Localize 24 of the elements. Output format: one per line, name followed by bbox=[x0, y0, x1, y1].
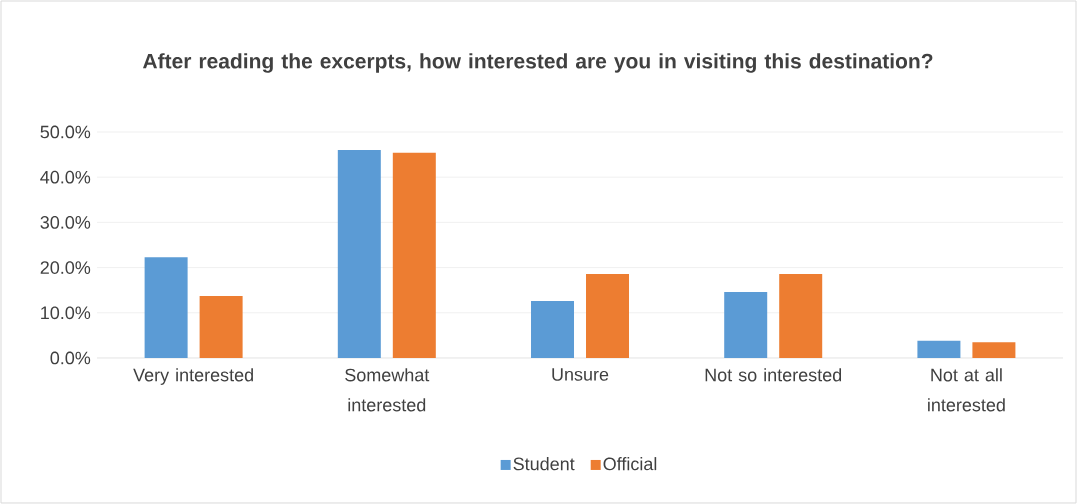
bar bbox=[917, 340, 961, 358]
chart-title: After reading the excerpts, how interested are you in visiting this destination? bbox=[142, 53, 933, 73]
y-tick-label: 50.0% bbox=[40, 125, 91, 139]
x-tick-label: Not at all interested bbox=[928, 368, 1005, 412]
x-tick-label: Not so interested bbox=[705, 368, 842, 382]
bar bbox=[779, 273, 823, 358]
bar bbox=[724, 291, 768, 358]
bar bbox=[392, 152, 436, 358]
x-tick-label: Very interested bbox=[133, 368, 253, 385]
bar bbox=[337, 150, 381, 358]
bar bbox=[531, 301, 575, 358]
legend-label: Student bbox=[513, 457, 575, 471]
bar bbox=[144, 257, 188, 358]
y-tick-label: 0.0% bbox=[50, 351, 91, 365]
bar bbox=[199, 296, 243, 358]
bar bbox=[586, 273, 630, 358]
y-tick-label: 20.0% bbox=[40, 261, 91, 274]
y-tick-label: 40.0% bbox=[40, 170, 91, 184]
y-tick-label: 10.0% bbox=[41, 306, 91, 320]
x-tick-label: Unsure bbox=[552, 368, 609, 381]
legend-label: Official bbox=[603, 457, 657, 471]
x-tick-label: Somewhat interested bbox=[345, 368, 430, 412]
bar bbox=[972, 342, 1016, 358]
y-tick-label: 30.0% bbox=[40, 216, 91, 229]
